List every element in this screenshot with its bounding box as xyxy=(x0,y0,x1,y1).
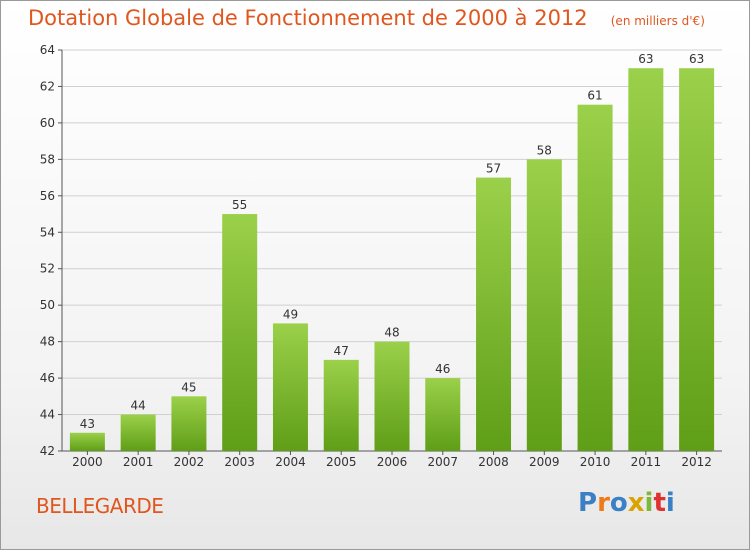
y-tick-label: 50 xyxy=(40,298,55,312)
commune-name: BELLEGARDE xyxy=(36,494,164,518)
y-tick-label: 46 xyxy=(40,371,55,385)
bar xyxy=(476,177,512,451)
bar xyxy=(679,68,715,452)
bar-value-label: 55 xyxy=(232,198,247,212)
y-tick-label: 44 xyxy=(40,408,55,422)
bar xyxy=(171,396,207,451)
x-tick-label: 2011 xyxy=(631,455,662,469)
y-tick-label: 64 xyxy=(40,43,55,57)
bar-value-label: 63 xyxy=(638,52,653,66)
bar xyxy=(272,323,308,451)
x-tick-label: 2012 xyxy=(681,455,712,469)
logo-letter: i xyxy=(644,488,654,518)
bar-value-label: 57 xyxy=(486,162,501,176)
x-tick-label: 2001 xyxy=(123,455,154,469)
x-tick-label: 2002 xyxy=(174,455,205,469)
logo-letter: t xyxy=(653,488,666,518)
bar-value-label: 44 xyxy=(131,399,146,413)
logo-letter: r xyxy=(597,488,610,518)
logo-letter: o xyxy=(609,488,628,518)
y-tick-label: 52 xyxy=(40,262,55,276)
y-tick-label: 60 xyxy=(40,116,55,130)
chart-subtitle: (en milliers d'€) xyxy=(610,14,705,28)
bar xyxy=(69,432,105,451)
y-tick-label: 42 xyxy=(40,444,55,458)
logo-letter: i xyxy=(665,488,675,518)
bar-value-label: 46 xyxy=(435,362,450,376)
logo-letter: x xyxy=(627,488,645,518)
x-tick-label: 2000 xyxy=(72,455,103,469)
proxiti-logo: Proxiti xyxy=(578,488,675,518)
bar xyxy=(120,414,156,451)
bar xyxy=(323,359,359,451)
bar xyxy=(425,378,461,451)
x-tick-label: 2004 xyxy=(275,455,306,469)
y-tick-label: 54 xyxy=(40,225,55,239)
bar-value-label: 47 xyxy=(334,344,349,358)
x-tick-label: 2008 xyxy=(478,455,509,469)
bar-value-label: 43 xyxy=(80,417,95,431)
chart-title-block: Dotation Globale de Fonctionnement de 20… xyxy=(28,6,705,30)
x-tick-label: 2003 xyxy=(224,455,255,469)
bar xyxy=(577,104,613,451)
x-tick-label: 2007 xyxy=(427,455,458,469)
bar xyxy=(628,68,664,452)
bar xyxy=(374,341,410,451)
x-tick-label: 2010 xyxy=(580,455,611,469)
x-tick-label: 2006 xyxy=(377,455,408,469)
x-tick-label: 2009 xyxy=(529,455,560,469)
x-tick-label: 2005 xyxy=(326,455,357,469)
y-tick-label: 58 xyxy=(40,152,55,166)
bar-value-label: 58 xyxy=(537,143,552,157)
chart-title: Dotation Globale de Fonctionnement de 20… xyxy=(28,6,588,30)
y-tick-label: 48 xyxy=(40,335,55,349)
logo-letter: P xyxy=(578,488,598,518)
bar-value-label: 61 xyxy=(587,89,602,103)
bar-value-label: 63 xyxy=(689,52,704,66)
bar-value-label: 48 xyxy=(384,326,399,340)
bar xyxy=(526,159,562,451)
y-tick-label: 62 xyxy=(40,79,55,93)
bar-value-label: 49 xyxy=(283,307,298,321)
bar xyxy=(222,214,258,451)
bar-value-label: 45 xyxy=(181,380,196,394)
y-tick-label: 56 xyxy=(40,189,55,203)
